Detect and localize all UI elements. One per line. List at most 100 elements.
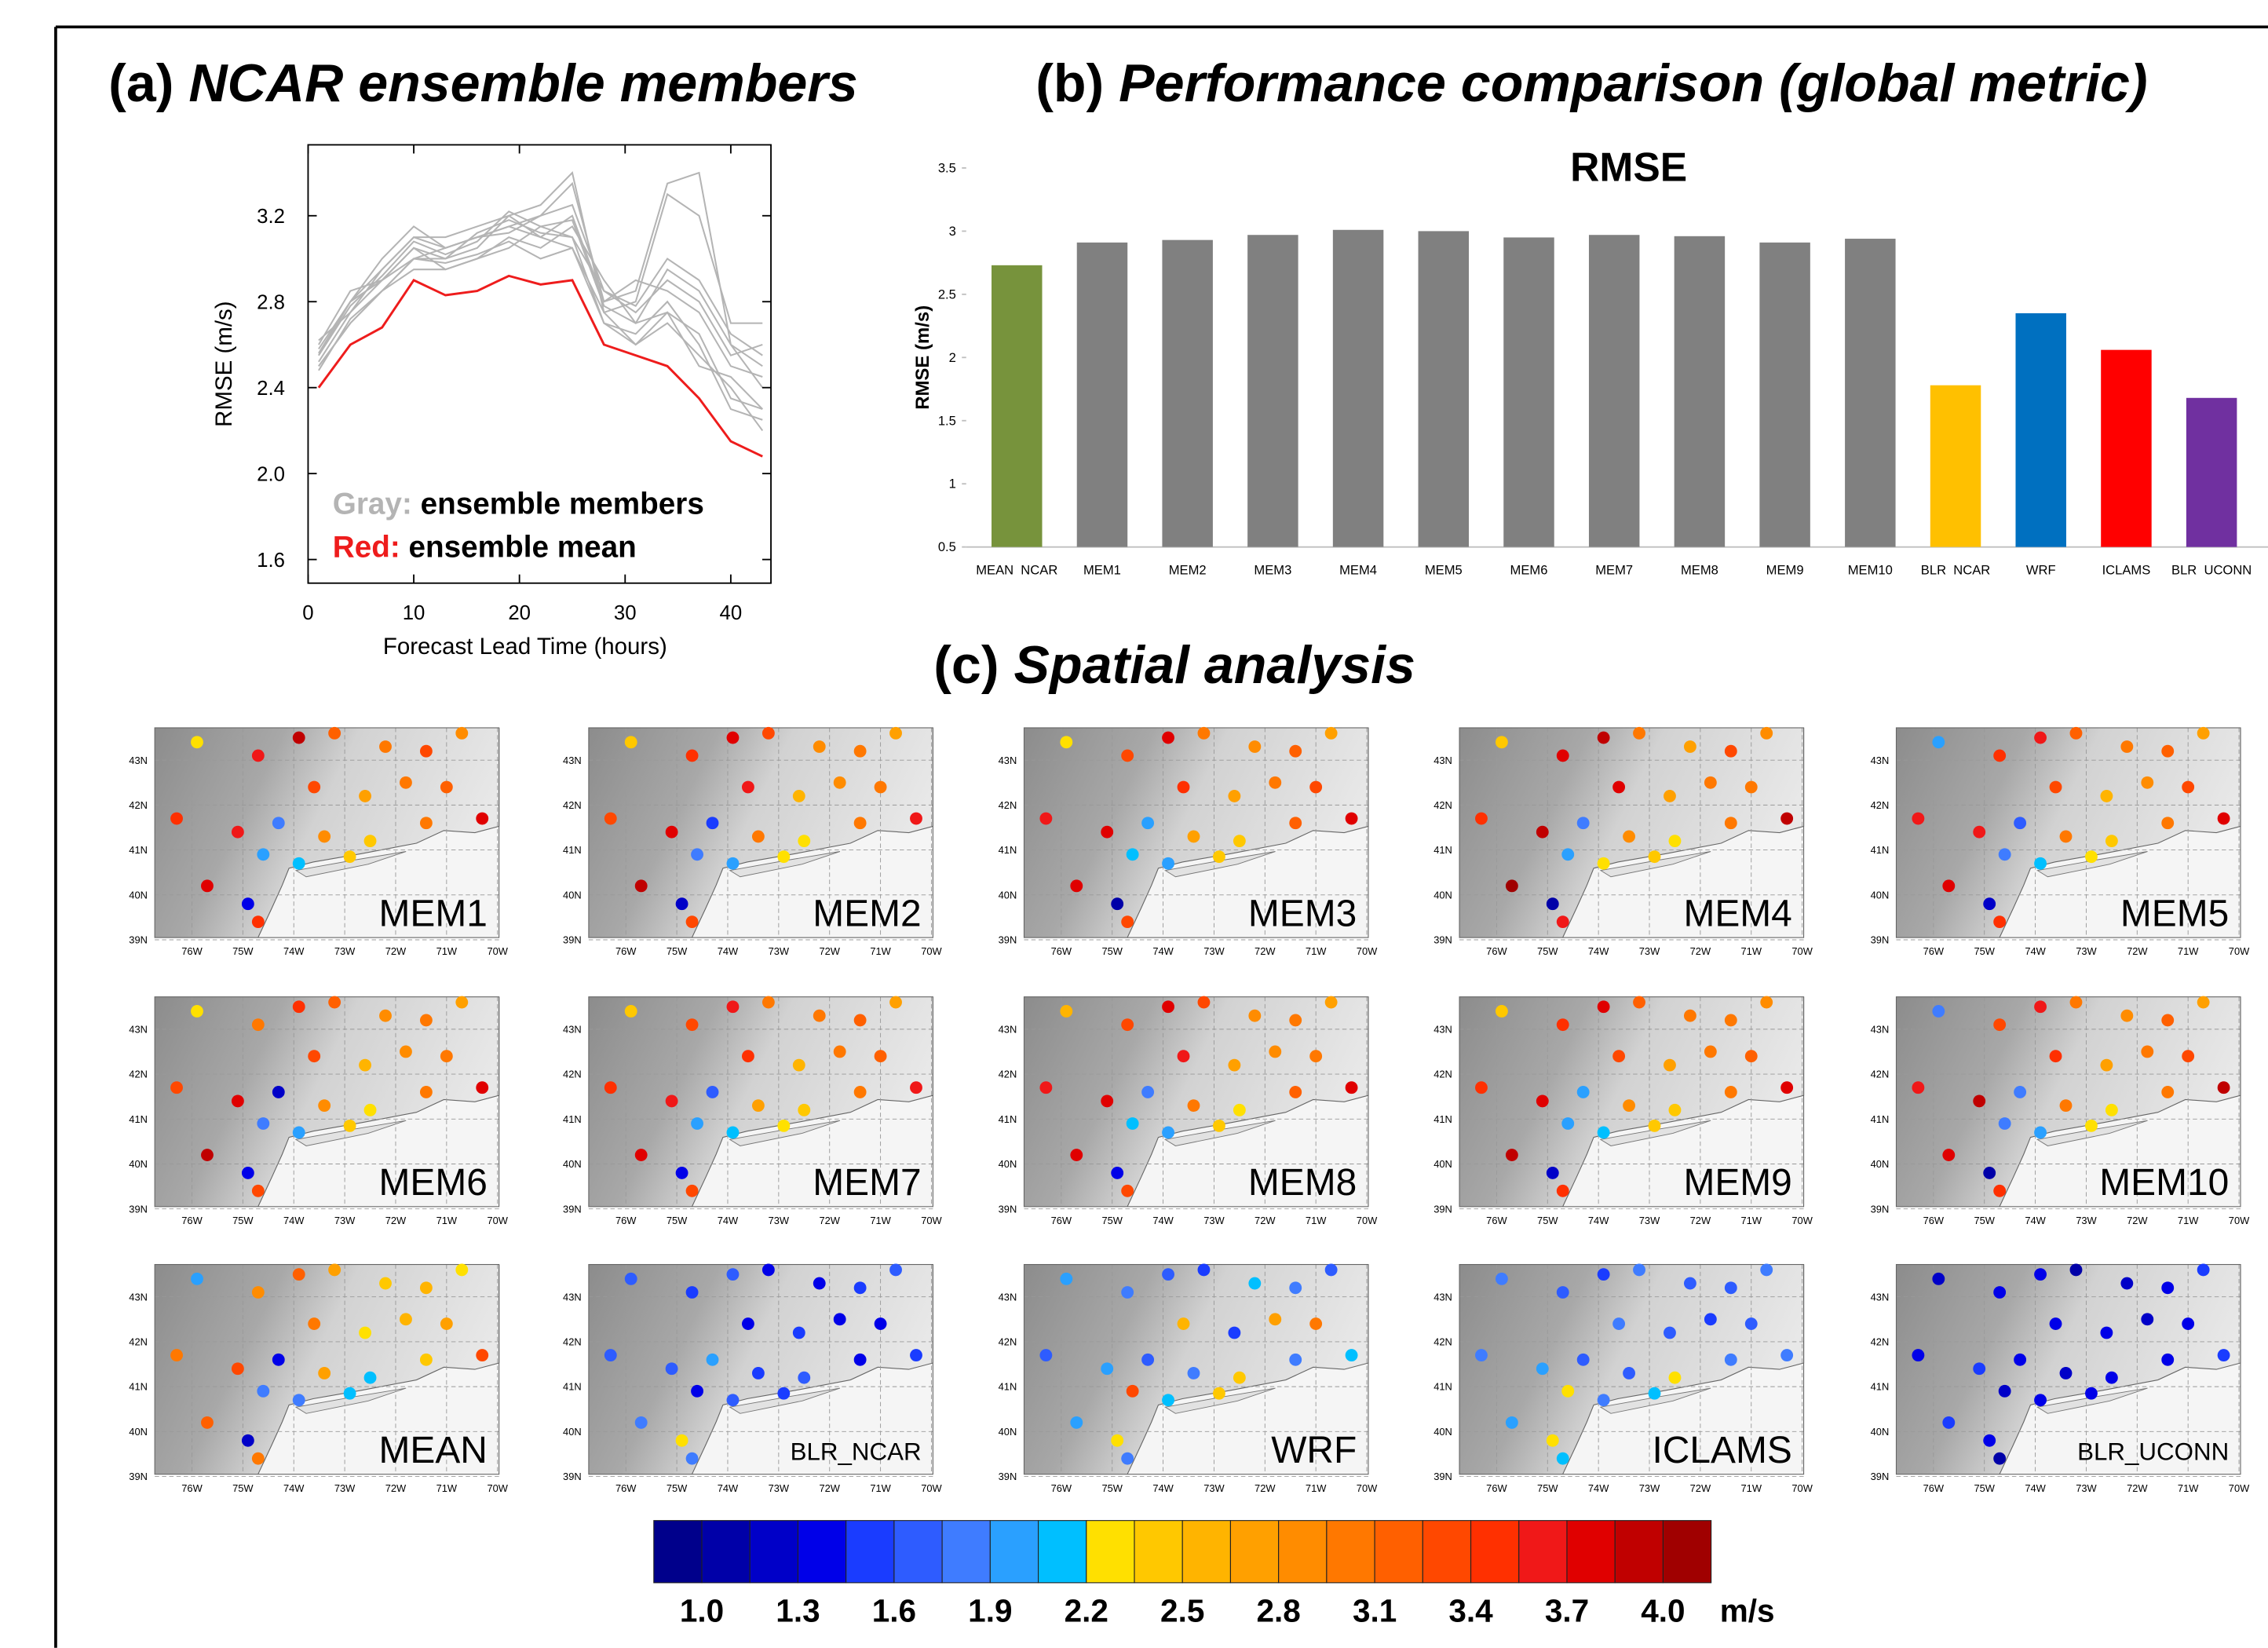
lat-tick-label: 39N xyxy=(563,1471,582,1482)
station-dot xyxy=(2120,740,2133,753)
y-axis-label: RMSE (m/s) xyxy=(211,301,237,426)
station-dot xyxy=(242,1434,254,1447)
station-dot xyxy=(364,1372,377,1384)
lon-tick-label: 76W xyxy=(1923,1215,1945,1226)
x-tick-label: 20 xyxy=(508,602,531,624)
station-dot xyxy=(252,915,265,928)
station-dot xyxy=(762,727,775,740)
lon-tick-label: 76W xyxy=(1486,1215,1507,1226)
station-dot xyxy=(2100,790,2113,802)
station-dot xyxy=(707,817,719,829)
bar xyxy=(1162,240,1212,547)
bar xyxy=(1503,237,1554,546)
station-dot xyxy=(293,1127,305,1139)
station-dot xyxy=(272,1354,285,1366)
map-label: MEM9 xyxy=(1683,1162,1791,1204)
station-dot xyxy=(308,1317,320,1330)
lat-tick-label: 41N xyxy=(129,1113,148,1125)
station-dot xyxy=(1669,1372,1682,1384)
station-dot xyxy=(1598,1394,1610,1406)
station-dot xyxy=(242,897,254,910)
lon-tick-label: 72W xyxy=(385,1215,407,1226)
lon-tick-label: 71W xyxy=(870,945,891,957)
station-dot xyxy=(1060,736,1072,748)
lon-tick-label: 74W xyxy=(283,1482,305,1494)
colorbar-box xyxy=(1279,1521,1327,1583)
station-dot xyxy=(875,1317,887,1330)
station-dot xyxy=(1633,727,1645,740)
station-dot xyxy=(1973,1362,1985,1375)
legend-text: ensemble mean xyxy=(409,531,637,565)
panel-title: NCAR ensemble members xyxy=(188,53,857,113)
lon-tick-label: 71W xyxy=(1741,1482,1762,1494)
lon-tick-label: 71W xyxy=(1741,945,1762,957)
station-dot xyxy=(420,745,433,758)
lon-tick-label: 76W xyxy=(181,1482,203,1494)
map: 39N40N41N42N43N76W75W74W73W72W71W70WMEM2 xyxy=(563,727,942,957)
station-dot xyxy=(359,1059,371,1072)
map-label: MEM10 xyxy=(2099,1162,2229,1204)
lon-tick-label: 72W xyxy=(2127,1215,2148,1226)
station-dot xyxy=(854,1281,867,1294)
lat-tick-label: 40N xyxy=(1433,889,1452,901)
station-dot xyxy=(1932,1005,1945,1018)
colorbar-box xyxy=(1182,1521,1230,1583)
station-dot xyxy=(1121,1185,1134,1197)
lon-tick-label: 73W xyxy=(1639,1215,1660,1226)
station-dot xyxy=(1162,1000,1174,1013)
station-dot xyxy=(252,1286,265,1299)
station-dot xyxy=(2034,1127,2047,1139)
station-dot xyxy=(1213,1120,1225,1132)
lon-tick-label: 73W xyxy=(334,1482,356,1494)
station-dot xyxy=(1725,1086,1737,1098)
station-dot xyxy=(1101,1094,1113,1107)
station-dot xyxy=(455,727,468,740)
lon-tick-label: 76W xyxy=(615,945,637,957)
station-dot xyxy=(1060,1273,1072,1285)
lon-tick-label: 71W xyxy=(1306,1482,1327,1494)
station-dot xyxy=(420,817,433,829)
station-dot xyxy=(2060,830,2073,842)
station-dot xyxy=(889,1263,902,1276)
colorbar-box xyxy=(1327,1521,1375,1583)
lat-tick-label: 39N xyxy=(999,934,1017,946)
x-tick-label: MEM6 xyxy=(1510,563,1548,578)
station-dot xyxy=(2034,1268,2047,1281)
lon-tick-label: 75W xyxy=(1974,1482,1995,1494)
map: 39N40N41N42N43N76W75W74W73W72W71W70WMEAN xyxy=(129,1263,508,1493)
station-dot xyxy=(813,1010,826,1022)
lon-tick-label: 75W xyxy=(667,1482,688,1494)
station-dot xyxy=(455,996,468,1009)
station-dot xyxy=(1912,813,1924,825)
station-dot xyxy=(1557,1185,1569,1197)
station-dot xyxy=(2182,1050,2194,1062)
station-dot xyxy=(1162,732,1174,744)
lon-tick-label: 73W xyxy=(769,1215,790,1226)
x-tick-label: MEAN NCAR xyxy=(976,563,1057,578)
y-tick-label: 1.6 xyxy=(257,550,285,572)
colorbar-box xyxy=(1134,1521,1182,1583)
station-dot xyxy=(1623,1099,1635,1112)
station-dot xyxy=(201,879,214,892)
station-dot xyxy=(1932,736,1945,748)
lon-tick-label: 71W xyxy=(870,1215,891,1226)
y-tick-label: 2.5 xyxy=(938,287,956,301)
y-tick-label: 2.0 xyxy=(257,463,285,485)
station-dot xyxy=(1536,826,1549,839)
lon-tick-label: 72W xyxy=(1255,1215,1276,1226)
station-dot xyxy=(455,1263,468,1276)
lat-tick-label: 41N xyxy=(1871,844,1890,856)
line-series xyxy=(319,226,762,409)
station-dot xyxy=(752,830,765,842)
lon-tick-label: 75W xyxy=(1537,1215,1558,1226)
y-tick-label: 1.5 xyxy=(938,413,956,428)
station-dot xyxy=(1178,1050,1190,1062)
bar xyxy=(1930,386,1981,547)
station-dot xyxy=(691,1385,703,1398)
station-dot xyxy=(635,1416,648,1429)
station-dot xyxy=(252,1018,265,1031)
station-dot xyxy=(2161,1354,2174,1366)
lat-tick-label: 42N xyxy=(563,799,582,811)
lat-tick-label: 43N xyxy=(1871,1291,1890,1303)
